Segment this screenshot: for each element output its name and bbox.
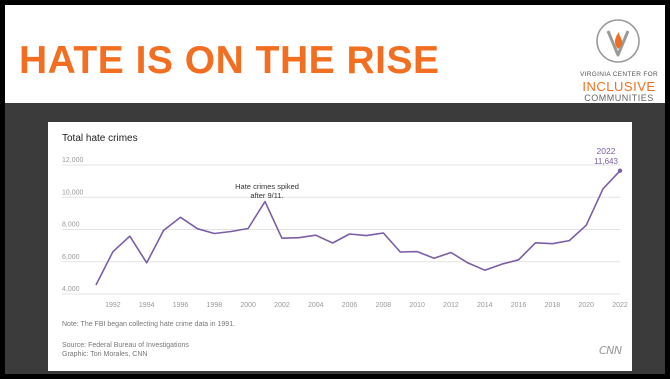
x-tick-label: 2008 <box>376 302 392 309</box>
data-point <box>433 257 435 259</box>
data-point <box>416 250 418 252</box>
x-tick-label: 2014 <box>477 302 493 309</box>
data-point <box>450 251 452 253</box>
data-point <box>585 224 587 226</box>
data-point <box>500 263 502 265</box>
x-tick-label: 2006 <box>342 302 358 309</box>
data-point <box>179 216 181 218</box>
data-point <box>365 234 367 236</box>
data-point <box>213 232 215 234</box>
data-point <box>281 237 283 239</box>
y-tick-label: 10,000 <box>62 189 84 196</box>
v-flame-logo-icon <box>596 19 640 63</box>
y-tick-label: 4,000 <box>62 286 80 293</box>
chart-card: 4,000 6,000 8,000 10,000 12,000 1992 1994 1996 1… <box>48 122 632 371</box>
y-tick-label: 6,000 <box>62 254 80 261</box>
chart-note: Note: The FBI began collecting hate crim… <box>62 321 236 328</box>
x-tick-label: 1994 <box>139 302 155 309</box>
data-point <box>230 230 232 232</box>
data-point <box>146 262 148 264</box>
data-point <box>484 269 486 271</box>
data-point <box>467 262 469 264</box>
data-point <box>196 228 198 230</box>
hate-crimes-line-chart: 4,000 6,000 8,000 10,000 12,000 1992 1994 1996 1… <box>62 146 628 309</box>
data-point <box>95 284 97 286</box>
data-point <box>162 229 164 231</box>
series-line <box>95 170 621 286</box>
data-point <box>382 232 384 234</box>
data-point <box>129 235 131 237</box>
endpoint-marker <box>617 168 623 173</box>
data-point <box>551 242 553 244</box>
endpoint-year-label: 2022 <box>597 146 616 156</box>
data-point <box>298 237 300 239</box>
y-tick-label: 12,000 <box>62 157 84 164</box>
slide-header: HATE IS ON THE RISE VIRGINIA CENTER FOR … <box>5 5 665 103</box>
data-point <box>264 200 266 202</box>
cnn-logo: CNN <box>599 344 622 357</box>
data-point <box>399 251 401 253</box>
x-tick-label: 1996 <box>173 302 189 309</box>
data-point <box>247 227 249 229</box>
slide: HATE IS ON THE RISE VIRGINIA CENTER FOR … <box>5 5 665 374</box>
data-point <box>568 239 570 241</box>
data-point <box>348 233 350 235</box>
x-tick-label: 2000 <box>240 302 256 309</box>
x-tick-label: 2004 <box>308 302 324 309</box>
x-tick-label: 1998 <box>207 302 223 309</box>
annotation-label: Hate crimes spiked <box>235 182 299 191</box>
x-tick-label: 2012 <box>443 302 459 309</box>
x-tick-label: 2020 <box>578 302 594 309</box>
data-point <box>517 259 519 261</box>
chart-credit: Graphic: Tori Morales, CNN <box>62 351 148 358</box>
x-tick-label: 2022 <box>612 302 628 309</box>
logo-text-line2: INCLUSIVE <box>582 79 656 94</box>
x-tick-label: 1992 <box>105 302 121 309</box>
logo-text-line1: VIRGINIA CENTER FOR <box>580 71 658 78</box>
logo-text-line3: COMMUNITIES <box>584 93 654 103</box>
x-tick-label: 2016 <box>511 302 527 309</box>
slide-title: HATE IS ON THE RISE <box>19 39 440 82</box>
data-point <box>315 234 317 236</box>
x-tick-label: 2010 <box>409 302 425 309</box>
data-point <box>602 188 604 190</box>
data-point <box>331 242 333 244</box>
organization-logo: VIRGINIA CENTER FOR INCLUSIVE COMMUNITIE… <box>575 11 663 103</box>
endpoint-value-label: 11,643 <box>594 157 618 166</box>
annotation-label: after 9/11. <box>250 191 283 200</box>
x-tick-label: 2002 <box>274 302 290 309</box>
y-tick-label: 8,000 <box>62 222 80 229</box>
data-point <box>534 242 536 244</box>
chart-title: Total hate crimes <box>62 133 138 144</box>
x-tick-label: 2018 <box>545 302 561 309</box>
chart-source: Source: Federal Bureau of Investigations <box>62 342 189 349</box>
data-point <box>112 251 114 253</box>
